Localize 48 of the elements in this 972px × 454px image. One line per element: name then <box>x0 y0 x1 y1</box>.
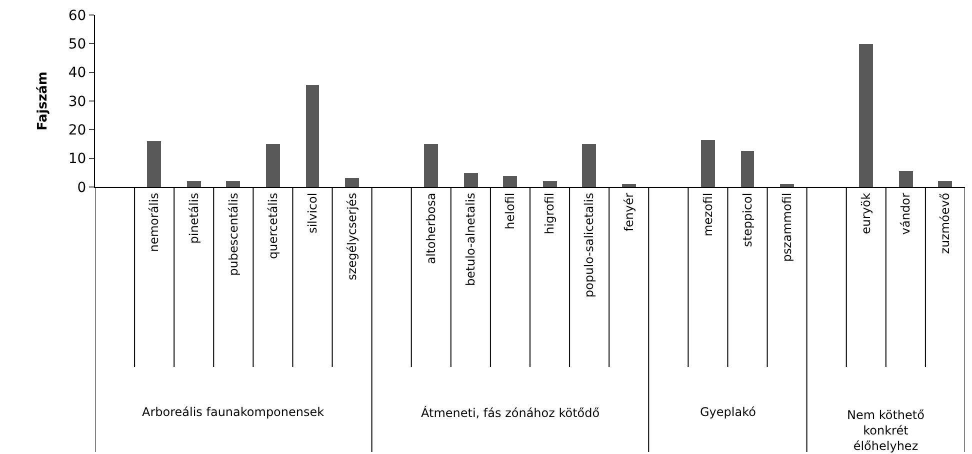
bar <box>938 181 952 187</box>
y-axis-title: Fajszám <box>35 72 50 130</box>
bar <box>424 144 438 187</box>
bar <box>859 44 873 187</box>
bar <box>622 184 636 187</box>
x-tick-label: betulo-alnetalis <box>464 192 478 286</box>
bar <box>226 181 240 187</box>
x-tick-label: quercetális <box>266 192 280 260</box>
text: Átmeneti, fás zónához kötődő <box>421 405 600 420</box>
y-tick-label: 10 <box>68 151 86 168</box>
bar <box>780 184 794 187</box>
text: Gyeplakó <box>700 405 756 419</box>
bar <box>543 181 557 187</box>
bar <box>187 181 201 187</box>
x-tick-label: silvicol <box>305 192 320 234</box>
bar <box>345 178 359 187</box>
bar <box>741 151 754 187</box>
y-tick-label: 40 <box>68 65 86 82</box>
x-tick-label: szegélycserjés <box>344 192 359 280</box>
x-tick-label: higrofil <box>542 192 557 234</box>
x-tick-label: vándor <box>898 192 913 235</box>
x-tick-label: zuzmóevő <box>938 192 952 254</box>
text: Arboreális faunakomponensek <box>142 405 324 419</box>
bar <box>701 140 715 187</box>
x-tick-label: populo-salicetalis <box>582 192 596 298</box>
bar <box>503 176 517 187</box>
y-tick-label: 60 <box>68 8 86 24</box>
bar <box>266 144 280 187</box>
bar <box>582 144 596 187</box>
bar <box>147 141 161 187</box>
bar <box>464 173 478 187</box>
y-tick-label: 30 <box>68 94 86 110</box>
x-tick-label: pszammofil <box>780 192 794 262</box>
bar <box>899 171 913 187</box>
x-tick-label: pubescentális <box>226 192 240 276</box>
x-tick-label: pinetális <box>186 192 201 244</box>
x-tick-label: nemorális <box>147 192 162 252</box>
y-tick-label: 20 <box>68 122 86 139</box>
y-tick-label: 50 <box>68 36 86 53</box>
bar <box>306 85 319 187</box>
x-tick-label: helofil <box>503 192 518 230</box>
x-tick-label: mezofil <box>700 192 715 236</box>
x-tick-label: steppicol <box>740 192 754 247</box>
x-tick-label: altoherbosa <box>424 192 438 264</box>
x-tick-label: euryök <box>859 192 874 234</box>
y-tick-label: 0 <box>77 180 86 196</box>
text: Nem köthető konkrét élőhelyhez <box>847 408 924 454</box>
x-tick-label: fenyér <box>622 192 636 232</box>
